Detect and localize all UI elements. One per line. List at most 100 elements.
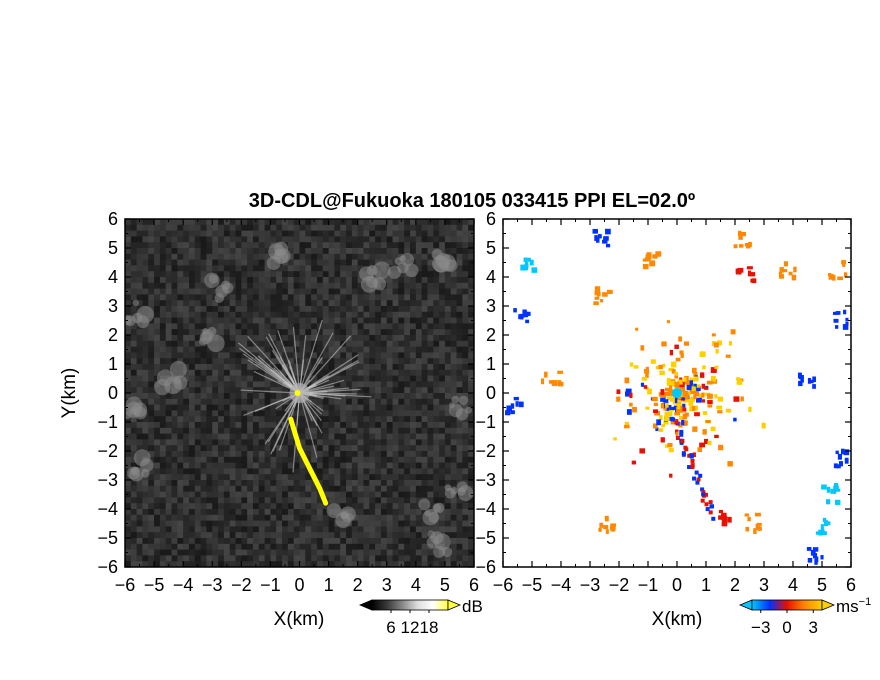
snr-noise-cell	[252, 335, 260, 342]
colorbar-tick-label: 18	[420, 618, 439, 637]
snr-noise-cell	[410, 520, 417, 527]
snr-noise-cell	[357, 282, 364, 289]
snr-noise-cell	[328, 549, 335, 556]
snr-noise-cell	[223, 480, 231, 487]
snr-noise-cell	[206, 422, 213, 429]
snr-noise-cell	[404, 277, 411, 284]
snr-noise-cell	[328, 259, 335, 266]
snr-noise-cell	[177, 335, 184, 342]
doppler-pixel	[725, 354, 731, 358]
snr-noise-cell	[415, 555, 423, 562]
snr-noise-cell	[247, 433, 254, 440]
snr-noise-cell	[392, 364, 399, 371]
snr-noise-cell	[328, 358, 335, 365]
snr-noise-cell	[125, 300, 132, 307]
snr-noise-cell	[305, 352, 312, 359]
snr-noise-cell	[212, 485, 219, 492]
snr-noise-cell	[159, 393, 167, 400]
snr-noise-cell	[311, 352, 318, 359]
snr-noise-cell	[456, 265, 463, 272]
snr-noise-cell	[375, 306, 382, 313]
doppler-cluster-pixel	[520, 264, 527, 271]
snr-noise-cell	[258, 543, 265, 550]
doppler-cluster-pixel	[842, 261, 846, 267]
snr-noise-cell	[398, 503, 405, 510]
doppler-cluster-pixel	[812, 384, 816, 389]
snr-noise-cell	[276, 555, 283, 562]
snr-noise-cell	[206, 474, 213, 481]
snr-noise-cell	[212, 352, 219, 359]
snr-noise-cell	[316, 433, 324, 440]
snr-noise-cell	[148, 480, 155, 487]
snr-noise-cell	[346, 422, 353, 429]
snr-noise-cell	[130, 509, 138, 516]
snr-noise-cell	[287, 300, 295, 307]
snr-noise-cell	[380, 497, 388, 504]
snr-noise-cell	[380, 532, 388, 539]
snr-noise-cell	[276, 474, 283, 481]
snr-noise-cell	[357, 242, 364, 249]
snr-noise-cell	[247, 282, 254, 289]
snr-noise-cell	[316, 474, 324, 481]
snr-noise-cell	[188, 358, 196, 365]
snr-noise-cell	[334, 549, 341, 556]
snr-noise-cell	[218, 480, 225, 487]
snr-noise-cell	[363, 329, 370, 336]
snr-noise-cell	[334, 468, 341, 475]
snr-noise-cell	[316, 265, 324, 272]
snr-noise-cell	[311, 532, 318, 539]
snr-noise-cell	[322, 300, 329, 307]
snr-noise-cell	[165, 230, 172, 237]
snr-noise-cell	[386, 526, 393, 533]
snr-noise-cell	[421, 219, 428, 226]
snr-noise-cell	[206, 497, 213, 504]
doppler-pixel	[631, 460, 637, 465]
snr-noise-cell	[444, 352, 452, 359]
snr-noise-cell	[439, 282, 446, 289]
snr-noise-cell	[375, 468, 382, 475]
snr-noise-cell	[148, 271, 155, 278]
snr-noise-cell	[200, 497, 207, 504]
snr-noise-cell	[287, 491, 295, 498]
snr-noise-cell	[252, 480, 260, 487]
snr-noise-cell	[340, 352, 347, 359]
snr-noise-cell	[241, 433, 248, 440]
snr-noise-cell	[148, 236, 155, 243]
snr-noise-cell	[398, 526, 405, 533]
snr-noise-cell	[462, 236, 469, 243]
snr-noise-cell	[183, 462, 190, 469]
doppler-cluster-pixel	[594, 286, 601, 293]
snr-noise-cell	[148, 468, 155, 475]
snr-noise-cell	[264, 404, 271, 411]
x-tick-label: −4	[551, 575, 572, 595]
snr-noise-cell	[165, 393, 172, 400]
snr-noise-cell	[235, 375, 242, 382]
snr-noise-cell	[433, 451, 440, 458]
snr-noise-cell	[398, 224, 405, 231]
snr-noise-cell	[188, 445, 196, 452]
snr-noise-cell	[183, 549, 190, 556]
doppler-pixel	[654, 410, 660, 416]
snr-noise-cell	[369, 485, 376, 492]
snr-noise-cell	[305, 543, 312, 550]
snr-noise-cell	[177, 555, 184, 562]
snr-noise-cell	[427, 248, 434, 255]
snr-noise-cell	[125, 514, 132, 521]
snr-noise-cell	[159, 416, 167, 423]
snr-noise-cell	[206, 381, 213, 388]
snr-noise-cell	[241, 526, 248, 533]
snr-noise-cell	[415, 456, 423, 463]
snr-noise-cell	[247, 427, 254, 434]
snr-noise-cell	[194, 259, 202, 266]
snr-noise-cell	[270, 520, 277, 527]
doppler-pixel	[689, 377, 696, 382]
snr-noise-cell	[462, 422, 469, 429]
snr-noise-cell	[188, 387, 196, 394]
snr-noise-cell	[334, 300, 341, 307]
snr-noise-cell	[293, 532, 300, 539]
snr-noise-cell	[415, 253, 423, 260]
snr-noise-cell	[439, 410, 446, 417]
snr-noise-cell	[165, 253, 172, 260]
snr-noise-cell	[444, 468, 452, 475]
snr-noise-cell	[468, 329, 474, 336]
